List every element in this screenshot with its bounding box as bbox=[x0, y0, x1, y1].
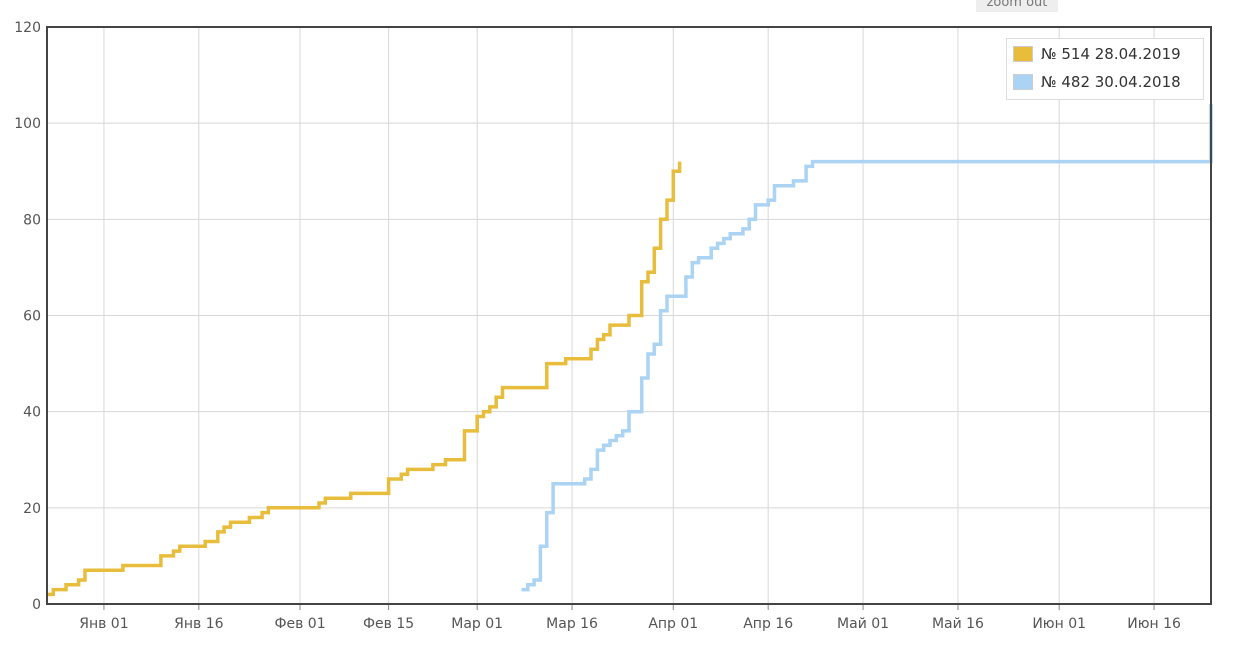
legend-label-series-2: № 482 30.04.2018 bbox=[1041, 73, 1181, 91]
x-tick-label: Фев 01 bbox=[274, 616, 325, 632]
legend-swatch-series-2 bbox=[1013, 74, 1033, 90]
y-tick-label: 60 bbox=[23, 309, 41, 325]
legend-swatch-series-1 bbox=[1013, 46, 1033, 62]
legend-item-series-2[interactable]: № 482 30.04.2018 bbox=[1013, 71, 1181, 93]
y-tick-label: 40 bbox=[23, 405, 41, 421]
legend-item-series-1[interactable]: № 514 28.04.2019 bbox=[1013, 43, 1181, 65]
legend-label-series-1: № 514 28.04.2019 bbox=[1041, 45, 1181, 63]
y-axis: 0 20 40 60 80 100 120 bbox=[14, 20, 41, 613]
legend: № 514 28.04.2019 № 482 30.04.2018 bbox=[1006, 38, 1204, 100]
y-tick-label: 100 bbox=[14, 116, 41, 132]
x-tick-label: Янв 01 bbox=[79, 616, 128, 632]
x-tick-label: Июн 01 bbox=[1032, 616, 1086, 632]
x-tick-label: Апр 16 bbox=[743, 616, 793, 632]
x-tick-label: Мар 16 bbox=[546, 616, 598, 632]
y-tick-label: 80 bbox=[23, 212, 41, 228]
x-tick-label: Май 01 bbox=[837, 616, 889, 632]
x-tick-label: Май 16 bbox=[932, 616, 984, 632]
y-tick-label: 20 bbox=[23, 501, 41, 517]
series-line-1[interactable] bbox=[47, 161, 682, 597]
x-tick-label: Июн 16 bbox=[1127, 616, 1181, 632]
x-axis: Янв 01 Янв 16 Фев 01 Фев 15 Мар 01 Мар 16 Апр … bbox=[79, 604, 1181, 632]
x-tick-label: Апр 01 bbox=[648, 616, 698, 632]
plot-frame bbox=[46, 26, 1212, 605]
x-tick-label: Мар 01 bbox=[451, 616, 503, 632]
zoom-out-button[interactable]: zoom out bbox=[976, 0, 1058, 12]
y-tick-label: 120 bbox=[14, 20, 41, 36]
x-tick-label: Фев 15 bbox=[363, 616, 414, 632]
series-line-2[interactable] bbox=[521, 103, 1213, 592]
x-tick-label: Янв 16 bbox=[174, 616, 223, 632]
series-layer bbox=[47, 103, 1213, 597]
y-tick-label: 0 bbox=[32, 597, 41, 613]
